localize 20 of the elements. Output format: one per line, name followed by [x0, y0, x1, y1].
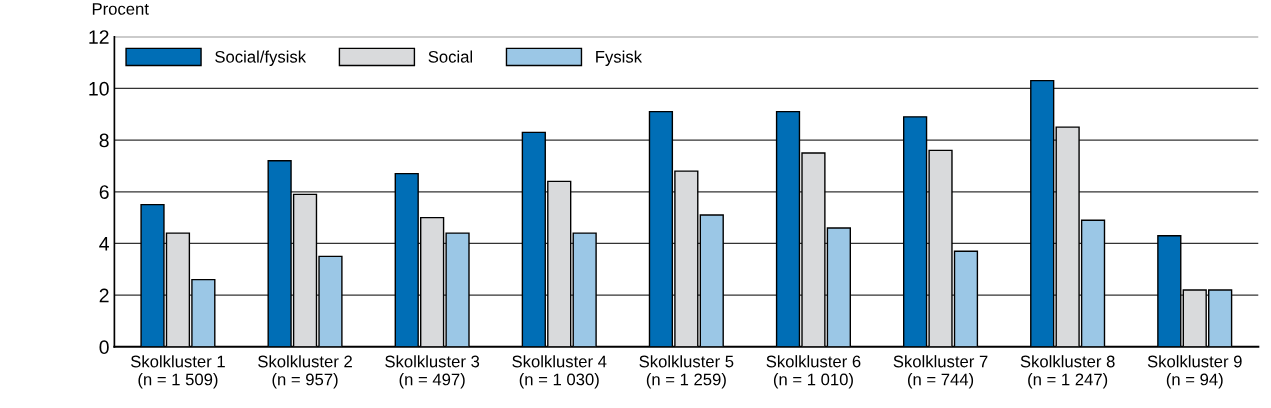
- x-tick-label: Skolkluster 3 (n = 497): [385, 355, 480, 389]
- x-tick-label: Skolkluster 4 (n = 1 030): [512, 355, 607, 389]
- x-tick-label: Skolkluster 7 (n = 744): [893, 355, 988, 389]
- legend-label: Social/fysisk: [215, 50, 307, 67]
- legend-label: Social: [428, 50, 473, 63]
- x-tick-label: Skolkluster 2 (n = 957): [258, 355, 352, 389]
- legend-label: Fysisk: [596, 50, 643, 67]
- y-tick-label: 10: [89, 81, 109, 96]
- y-tick-label: 0: [99, 340, 109, 355]
- x-tick-label: Skolkluster 1 (n = 1 509): [130, 355, 225, 389]
- y-tick-label: 8: [99, 133, 109, 148]
- x-tick-label: Skolkluster 8 (n = 1 247): [1020, 355, 1115, 389]
- y-tick-label: 6: [99, 185, 109, 199]
- x-tick-label: Skolkluster 9 (n = 94): [1147, 355, 1242, 389]
- y-axis-title: Procent: [92, 3, 149, 15]
- y-tick-label: 2: [99, 288, 109, 303]
- x-tick-label: Skolkluster 5 (n = 1 259): [639, 355, 734, 389]
- y-tick-label: 4: [99, 237, 109, 251]
- y-tick-label: 12: [89, 30, 109, 44]
- x-tick-label: Skolkluster 6 (n = 1 010): [766, 355, 861, 389]
